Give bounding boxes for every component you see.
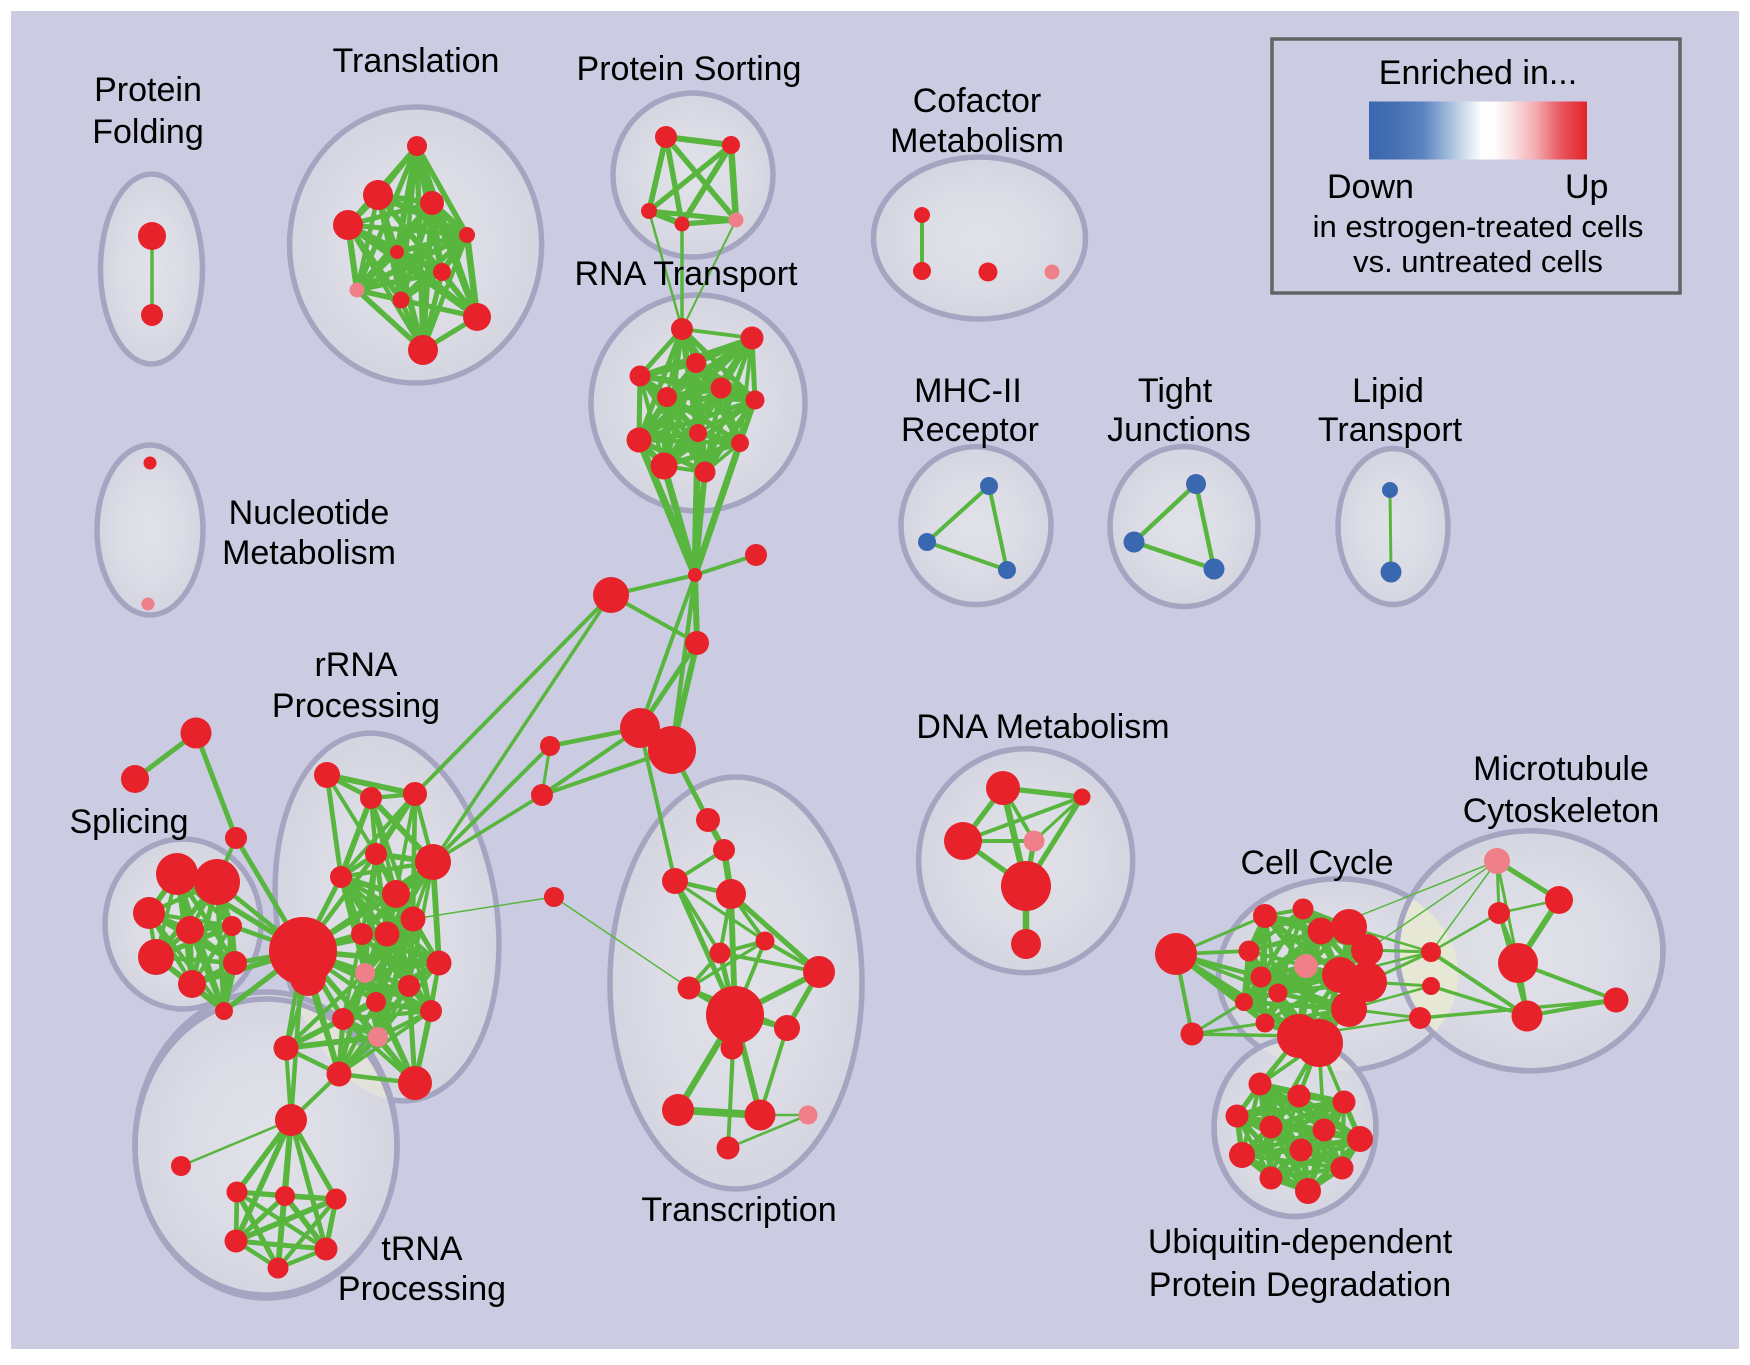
svg-text:Processing: Processing [272,687,440,725]
svg-text:Metabolism: Metabolism [890,122,1064,160]
svg-text:Translation: Translation [333,42,500,80]
svg-text:rRNA: rRNA [314,646,397,684]
svg-text:Protein Sorting: Protein Sorting [577,50,802,88]
svg-text:Junctions: Junctions [1107,411,1251,449]
svg-text:Transcription: Transcription [641,1191,836,1229]
svg-text:Processing: Processing [338,1270,506,1308]
svg-text:DNA Metabolism: DNA Metabolism [916,708,1169,746]
svg-text:Ubiquitin-dependent: Ubiquitin-dependent [1148,1223,1453,1261]
svg-text:Splicing: Splicing [69,803,188,841]
svg-text:Folding: Folding [92,113,204,151]
svg-text:Protein Degradation: Protein Degradation [1149,1266,1451,1304]
svg-text:Transport: Transport [1318,411,1463,449]
svg-text:Nucleotide: Nucleotide [229,494,390,532]
svg-text:Metabolism: Metabolism [222,534,396,572]
svg-text:Protein: Protein [94,71,202,109]
svg-text:MHC-II: MHC-II [914,372,1022,410]
svg-text:Up: Up [1565,168,1608,206]
svg-text:RNA Transport: RNA Transport [575,255,799,293]
svg-text:vs. untreated cells: vs. untreated cells [1353,244,1603,279]
svg-text:Tight: Tight [1138,372,1213,410]
svg-text:Receptor: Receptor [901,411,1039,449]
svg-text:Microtubule: Microtubule [1473,750,1649,788]
svg-text:Lipid: Lipid [1352,372,1424,410]
svg-text:Cell Cycle: Cell Cycle [1240,844,1393,882]
svg-text:Enriched in...: Enriched in... [1379,54,1577,92]
svg-text:Cytoskeleton: Cytoskeleton [1463,792,1660,830]
svg-text:Down: Down [1327,168,1414,206]
svg-text:Cofactor: Cofactor [913,82,1042,120]
svg-text:tRNA: tRNA [381,1230,463,1268]
svg-text:in estrogen-treated cells: in estrogen-treated cells [1313,209,1644,244]
